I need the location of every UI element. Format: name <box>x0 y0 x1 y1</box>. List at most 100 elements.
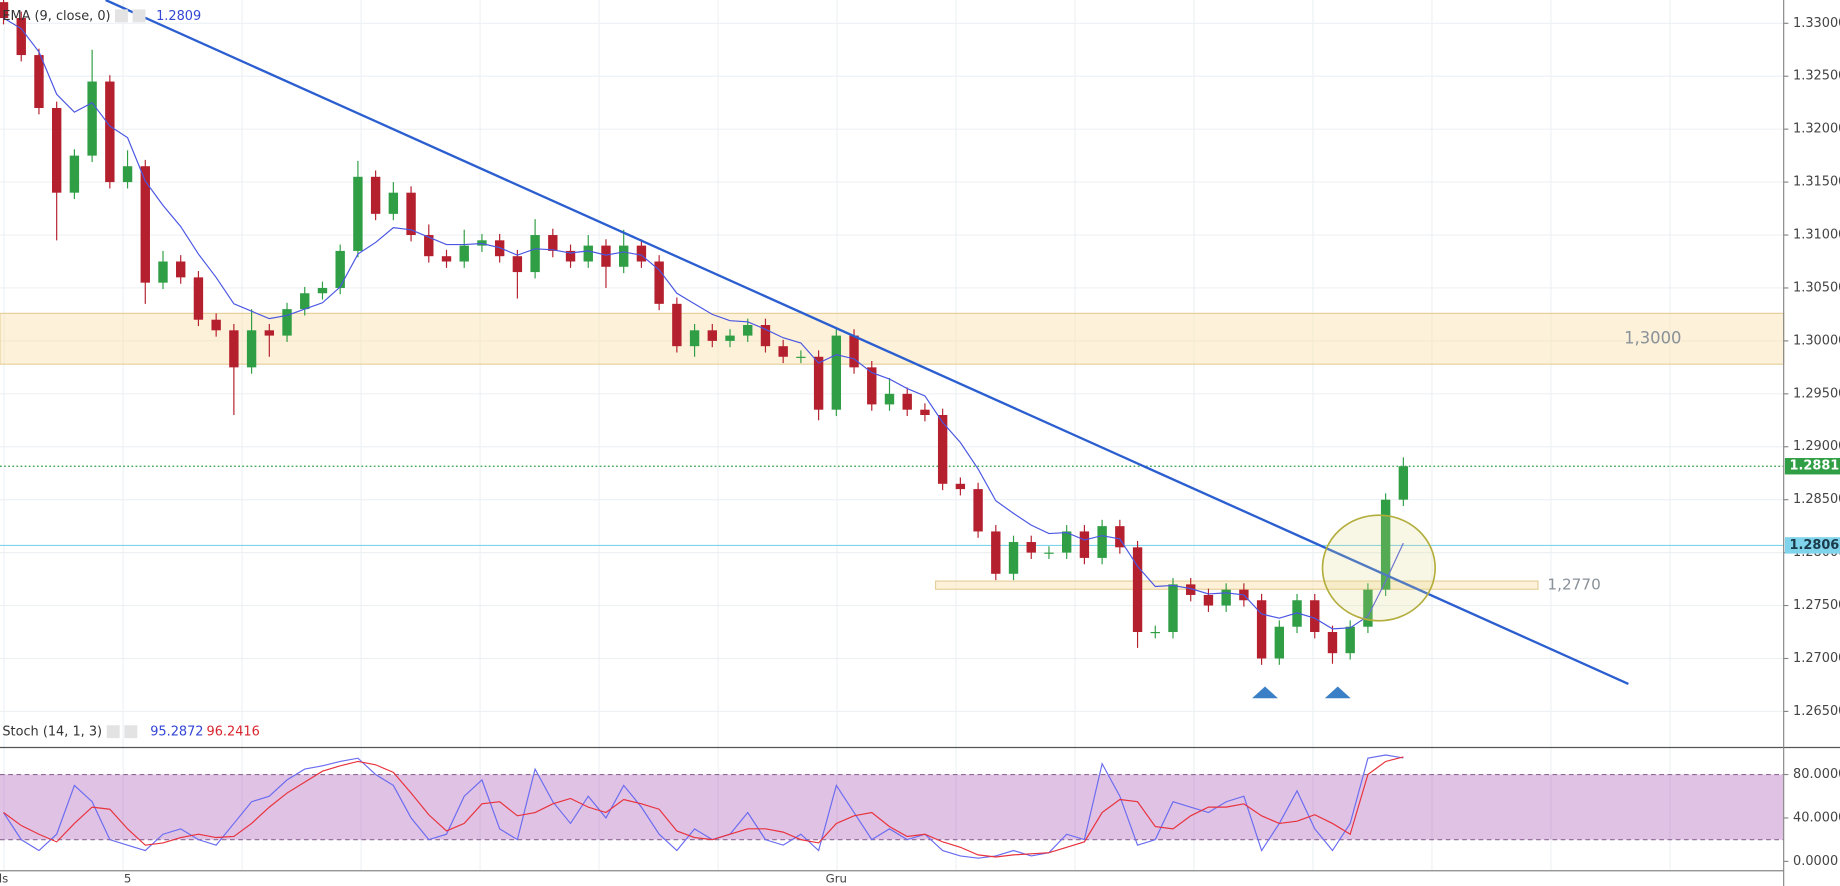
candle-body <box>388 192 399 214</box>
candle-body <box>353 176 363 251</box>
candle-body <box>1363 589 1373 627</box>
y-tick-label: 1.29000 <box>1793 439 1840 454</box>
level-tag <box>1784 458 1840 475</box>
overlay-legend: EMA (9, close, 0) <box>2 9 110 24</box>
indicator-k-value: 95.2872 <box>150 725 203 740</box>
marker-triangle <box>1252 686 1278 699</box>
series-line <box>3 756 1404 858</box>
candle-body <box>813 356 824 410</box>
candle-body <box>1345 626 1355 654</box>
candle-body <box>583 245 593 262</box>
series-line <box>3 17 1404 630</box>
candle-body <box>1008 542 1019 574</box>
candle-body <box>636 245 647 262</box>
candle-body <box>370 176 381 214</box>
y-tick-label: 1.30500 <box>1793 280 1840 295</box>
candle-body <box>955 483 966 490</box>
candle-body <box>920 409 930 415</box>
trendline <box>105 0 1629 685</box>
close-icon[interactable] <box>132 9 146 23</box>
candle-body <box>689 330 700 347</box>
y-tick-label: 1.29500 <box>1793 386 1840 401</box>
y-tick-label: 1.26500 <box>1793 704 1840 719</box>
candle-body <box>424 235 434 257</box>
candle-body <box>282 309 292 336</box>
x-tick-label: Gru <box>826 871 847 885</box>
candle-body <box>1274 626 1285 659</box>
candle-body <box>672 303 682 347</box>
candle-body <box>1203 594 1214 606</box>
close-icon[interactable] <box>124 725 138 739</box>
zone-label: 1,2770 <box>1547 576 1600 594</box>
candle-body <box>1044 552 1054 554</box>
candle-body <box>1079 531 1090 558</box>
candle-body <box>122 166 133 183</box>
zone <box>934 580 1539 590</box>
candle-body <box>229 330 239 368</box>
candle-body <box>1026 542 1036 553</box>
x-tick-label: 5 <box>124 871 131 885</box>
settings-icon[interactable] <box>106 725 120 739</box>
indicator-band <box>0 774 1784 840</box>
candle-body <box>105 81 115 183</box>
candle-body <box>1310 600 1320 633</box>
y-tick-label: 1.27500 <box>1793 598 1840 613</box>
candle-body <box>725 335 735 341</box>
x-tick-label: ls <box>0 871 8 885</box>
candle-body <box>193 277 204 320</box>
candle-body <box>1398 466 1409 500</box>
candle-body <box>1327 632 1338 654</box>
candle-body <box>335 250 345 288</box>
candle-body <box>1097 526 1107 558</box>
y-tick-label: 1.31000 <box>1793 228 1840 243</box>
candle-body <box>1115 526 1125 548</box>
candle-body <box>0 2 9 19</box>
y-tick-label: 1.28500 <box>1793 492 1840 507</box>
candle-body <box>69 155 80 193</box>
y-tick-label: 1.32500 <box>1793 69 1840 84</box>
zone <box>0 312 1785 365</box>
candle-body <box>760 325 771 347</box>
candle-body <box>778 346 788 357</box>
candle-body <box>937 414 948 484</box>
y-tick-label: 1.30000 <box>1793 333 1840 348</box>
y-tick-label: 1.33000 <box>1793 16 1840 31</box>
candle-body <box>317 287 328 294</box>
candle-body <box>530 235 540 273</box>
y-tick-label: 1.32000 <box>1793 122 1840 137</box>
candle-body <box>1186 584 1196 595</box>
indicator-y-tick-label: 40.0000 <box>1793 810 1840 825</box>
candle-body <box>654 261 664 304</box>
series-line <box>3 754 1404 859</box>
zone-label: 1,3000 <box>1624 328 1681 347</box>
candle-body <box>406 192 416 236</box>
candle-body <box>884 393 895 405</box>
candle-body <box>87 81 97 156</box>
candle-body <box>849 335 859 368</box>
candle-body <box>548 235 558 251</box>
candle-body <box>459 245 469 262</box>
candle-body <box>246 330 257 368</box>
y-tick-label: 1.31500 <box>1793 175 1840 190</box>
candle-body <box>441 256 452 262</box>
candle-body <box>565 250 576 262</box>
candle-body <box>867 367 877 405</box>
candle-body <box>707 330 717 341</box>
candle-body <box>158 261 168 283</box>
candle-body <box>1061 531 1072 553</box>
candle-body <box>831 335 842 410</box>
candle-body <box>176 261 186 278</box>
candle-body <box>211 319 221 331</box>
level-tag-label: 1.28816 <box>1790 459 1840 474</box>
candle-body <box>512 256 523 273</box>
settings-icon[interactable] <box>115 9 128 23</box>
candle-body <box>1380 499 1391 590</box>
candle-body <box>796 356 806 358</box>
candle-body <box>1221 589 1231 606</box>
indicator-y-tick-label: 0.0000 <box>1793 854 1838 869</box>
candle-body <box>973 489 983 532</box>
candle-body <box>619 245 629 267</box>
